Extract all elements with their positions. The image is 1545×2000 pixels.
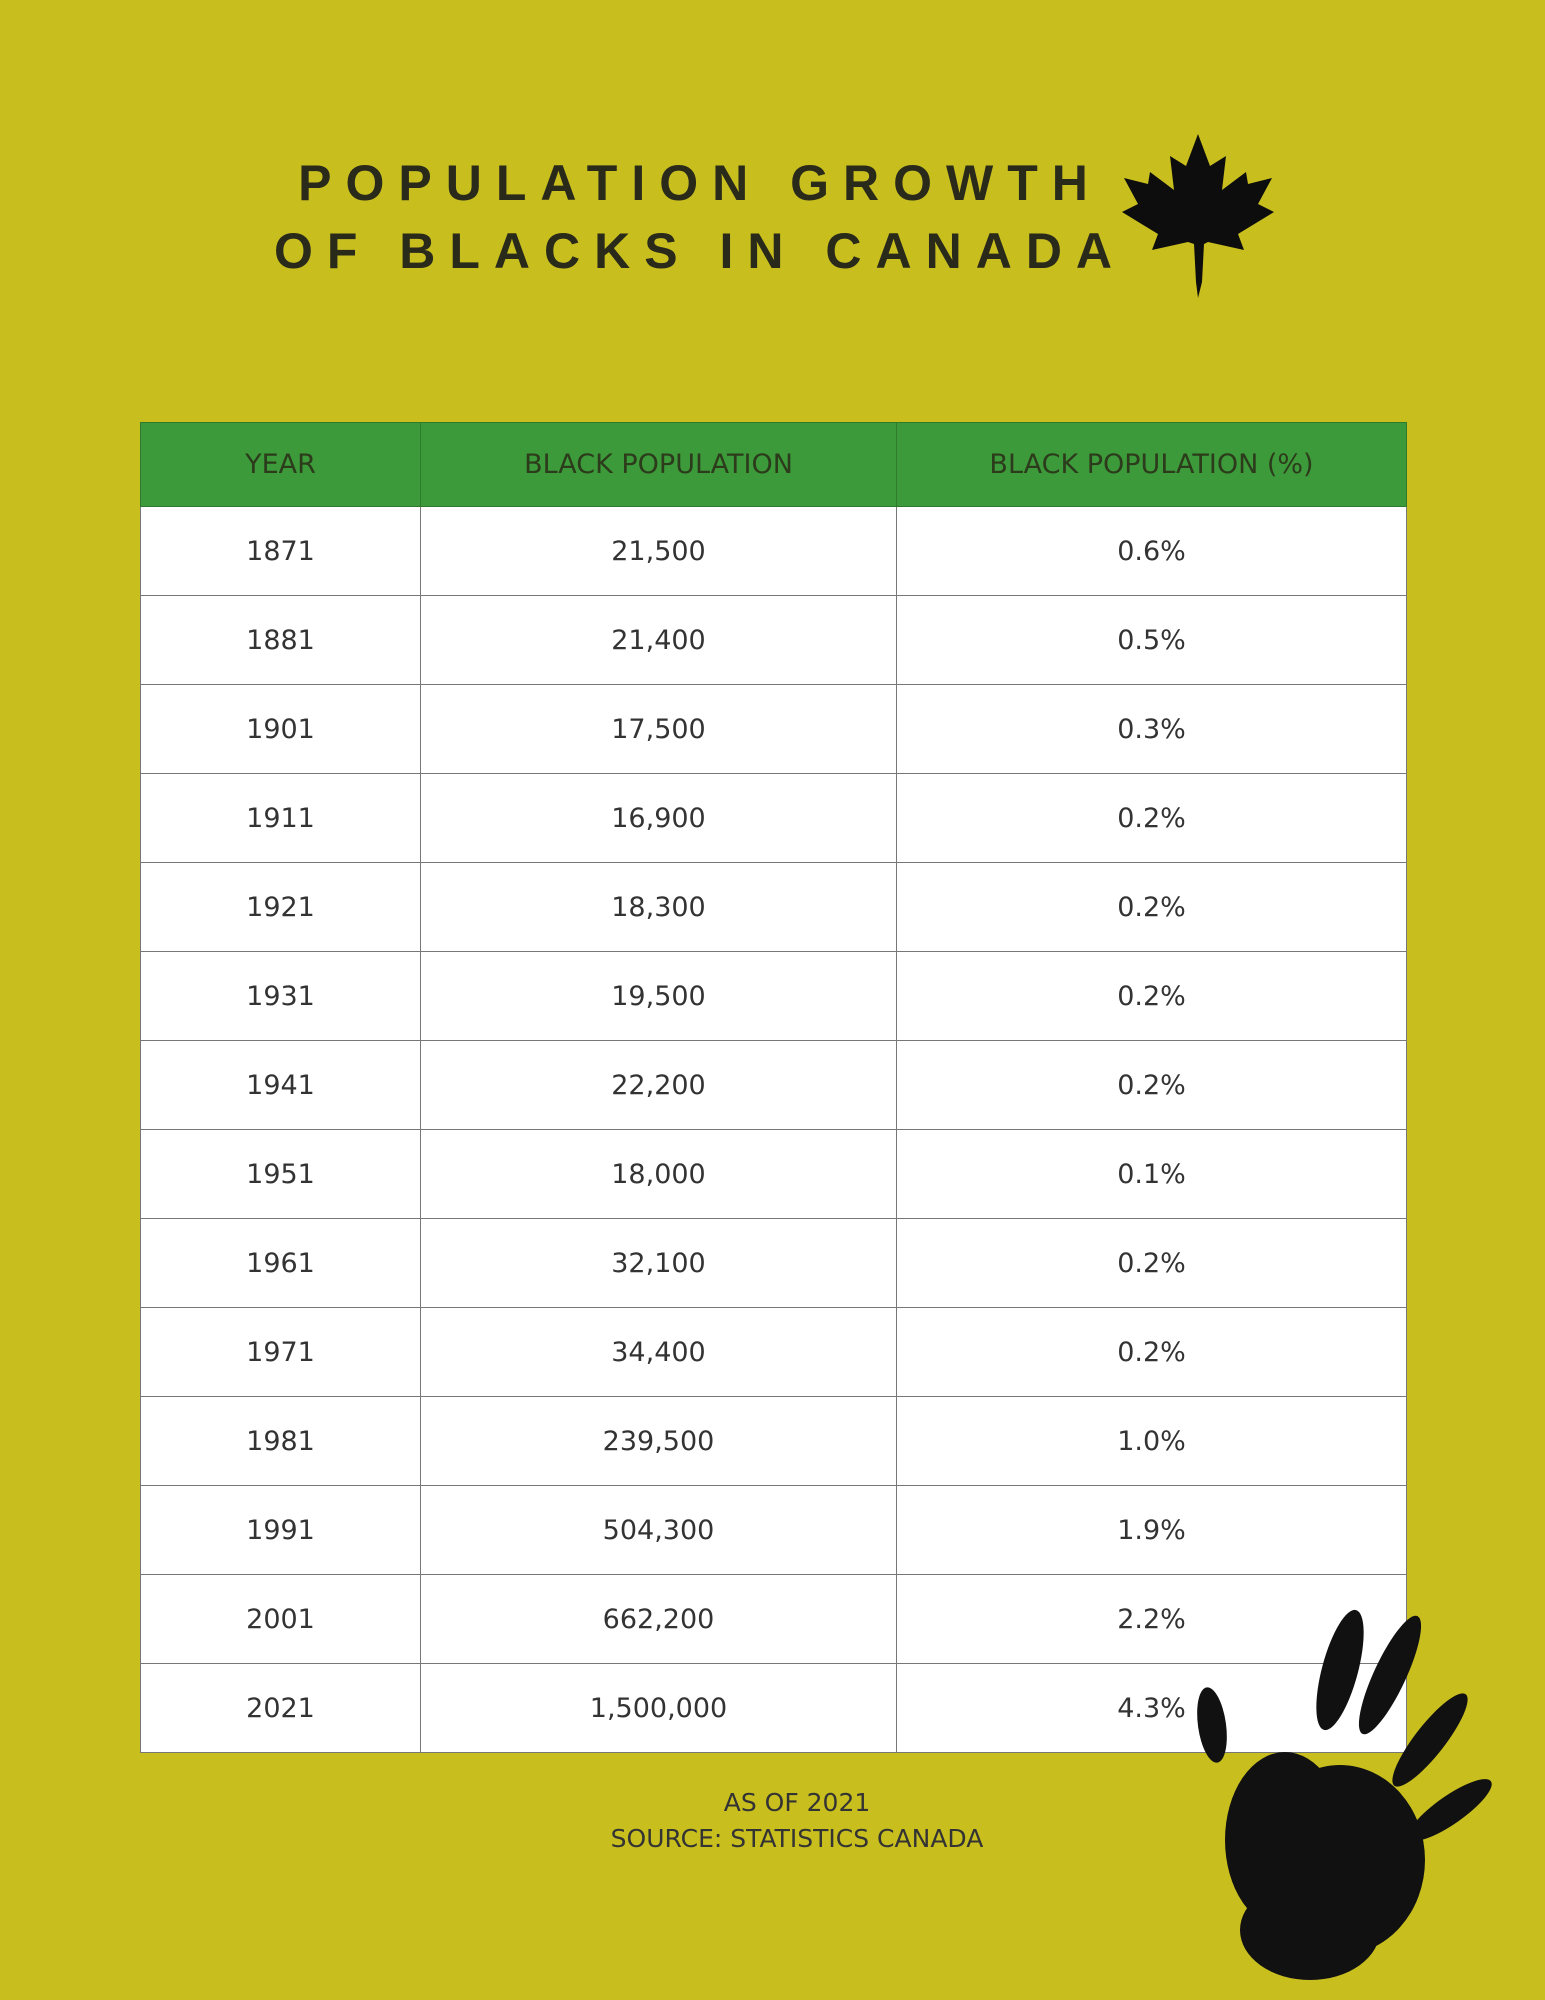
table-cell: 16,900 xyxy=(420,773,897,863)
column-header: BLACK POPULATION xyxy=(420,422,897,507)
table-cell: 1961 xyxy=(140,1218,421,1308)
table-cell: 19,500 xyxy=(420,951,897,1041)
table-cell: 0.6% xyxy=(896,506,1407,596)
table-cell: 504,300 xyxy=(420,1485,897,1575)
table-cell: 1931 xyxy=(140,951,421,1041)
table-cell: 1941 xyxy=(140,1040,421,1130)
table-cell: 1911 xyxy=(140,773,421,863)
column-header: BLACK POPULATION (%) xyxy=(896,422,1407,507)
column-header: YEAR xyxy=(140,422,421,507)
table-cell: 1981 xyxy=(140,1396,421,1486)
table-row: 1921 18,300 0.2% xyxy=(140,862,1407,952)
table-row: 1941 22,200 0.2% xyxy=(140,1040,1407,1130)
table-cell: 0.5% xyxy=(896,595,1407,685)
table-row: 1981 239,500 1.0% xyxy=(140,1396,1407,1486)
table-cell: 17,500 xyxy=(420,684,897,774)
footer-line: SOURCE: STATISTICS CANADA xyxy=(610,1824,984,1853)
table-cell: 18,300 xyxy=(420,862,897,952)
table-row: 1871 21,500 0.6% xyxy=(140,506,1407,596)
table-cell: 0.1% xyxy=(896,1129,1407,1219)
table-cell: 21,400 xyxy=(420,595,897,685)
maple-leaf xyxy=(1122,134,1274,298)
table-row: 2021 1,500,000 4.3% xyxy=(140,1663,1407,1753)
table-row: 1881 21,400 0.5% xyxy=(140,595,1407,685)
table-cell: 1881 xyxy=(140,595,421,685)
table-cell: 0.3% xyxy=(896,684,1407,774)
table-row: 1951 18,000 0.1% xyxy=(140,1129,1407,1219)
table-cell: 1991 xyxy=(140,1485,421,1575)
handprint xyxy=(1197,1609,1492,1980)
table-cell: 32,100 xyxy=(420,1218,897,1308)
table-cell: 0.2% xyxy=(896,1307,1407,1397)
table-cell: 34,400 xyxy=(420,1307,897,1397)
table-row: 1911 16,900 0.2% xyxy=(140,773,1407,863)
table-row: 2001 662,200 2.2% xyxy=(140,1574,1407,1664)
table-cell: 1.9% xyxy=(896,1485,1407,1575)
table-cell: 1.0% xyxy=(896,1396,1407,1486)
table-cell: 0.2% xyxy=(896,862,1407,952)
table-row: 1901 17,500 0.3% xyxy=(140,684,1407,774)
table-cell: 1901 xyxy=(140,684,421,774)
table-row: 1971 34,400 0.2% xyxy=(140,1307,1407,1397)
table-cell: 2001 xyxy=(140,1574,421,1664)
table-cell: 0.2% xyxy=(896,951,1407,1041)
table-cell: 21,500 xyxy=(420,506,897,596)
title-line: OF BLACKS IN CANADA xyxy=(273,223,1127,279)
table-cell: 18,000 xyxy=(420,1129,897,1219)
table-cell: 1951 xyxy=(140,1129,421,1219)
table-body: 1871 21,500 0.6% 1881 21,400 0.5% 1901 17,500 0.… xyxy=(140,506,1407,1753)
table-cell: 22,200 xyxy=(420,1040,897,1130)
table-cell: 1971 xyxy=(140,1307,421,1397)
table-cell: 0.2% xyxy=(896,1218,1407,1308)
title-line: POPULATION GROWTH xyxy=(298,155,1102,211)
table-cell: 0.2% xyxy=(896,773,1407,863)
table-cell: 2021 xyxy=(140,1663,421,1753)
table-row: 1961 32,100 0.2% xyxy=(140,1218,1407,1308)
footer-line: AS OF 2021 xyxy=(723,1788,871,1817)
table-cell: 1871 xyxy=(140,506,421,596)
table-row: 1931 19,500 0.2% xyxy=(140,951,1407,1041)
table-cell: 662,200 xyxy=(420,1574,897,1664)
table-cell: 239,500 xyxy=(420,1396,897,1486)
data-table: YEAR BLACK POPULATION BLACK POPULATION (%)… xyxy=(140,422,1407,1753)
table-cell: 1,500,000 xyxy=(420,1663,897,1753)
table-cell: 0.2% xyxy=(896,1040,1407,1130)
table-row: 1991 504,300 1.9% xyxy=(140,1485,1407,1575)
header-row: YEAR BLACK POPULATION BLACK POPULATION (%) xyxy=(140,422,1407,507)
table-cell: 1921 xyxy=(140,862,421,952)
